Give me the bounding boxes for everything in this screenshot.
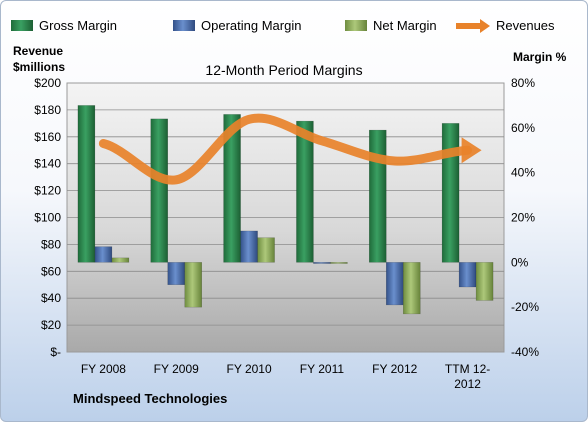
- bar-net-margin: [330, 262, 348, 264]
- right-tick-label: 0%: [511, 255, 529, 269]
- left-tick-label: $80: [41, 237, 61, 251]
- category-label: FY 2012: [372, 362, 417, 376]
- left-axis-title-line2: $millions: [13, 60, 65, 74]
- left-axis-ticks: $- $20 $40 $60 $80 $100 $120 $140 $160 $180 $200: [34, 76, 61, 359]
- left-tick-label: $140: [34, 157, 61, 171]
- category-labels: FY 2008 FY 2009 FY 2010 FY 2011 FY 2012 TTM 1…: [81, 362, 490, 391]
- right-tick-label: 40%: [511, 166, 535, 180]
- bar-net-margin: [184, 262, 202, 308]
- bar-operating-margin: [240, 230, 258, 263]
- left-tick-label: $120: [34, 184, 61, 198]
- bar-gross-margin: [296, 120, 314, 263]
- bar-operating-margin: [458, 262, 477, 288]
- bar-gross-margin: [223, 114, 241, 263]
- bar-gross-margin: [150, 118, 168, 263]
- right-tick-label: 60%: [511, 121, 535, 135]
- revenue-line: [98, 113, 473, 185]
- revenue-series: [98, 113, 482, 185]
- right-tick-label: -40%: [511, 345, 539, 359]
- left-tick-label: $180: [34, 103, 61, 117]
- company-name: Mindspeed Technologies: [73, 391, 227, 406]
- right-axis-ticks: -40% -20% 0% 20% 40% 60% 80%: [511, 76, 539, 359]
- left-tick-label: $20: [41, 318, 61, 332]
- revenue-arrowhead: [461, 137, 482, 164]
- left-tick-label: $60: [41, 264, 61, 278]
- gridlines: [67, 109, 504, 326]
- legend-label: Revenues: [496, 18, 555, 33]
- legend-label: Gross Margin: [39, 18, 117, 33]
- legend-item-revenues: Revenues: [456, 18, 555, 33]
- left-tick-label: $40: [41, 291, 61, 305]
- legend-item-operating-margin: Operating Margin: [173, 18, 301, 33]
- left-axis-title-line1: Revenue: [13, 44, 63, 58]
- legend-label: Net Margin: [373, 18, 437, 33]
- bar-operating-margin: [386, 262, 404, 306]
- bar-operating-margin: [94, 246, 113, 263]
- legend-swatch: [11, 20, 33, 31]
- left-tick-label: $160: [34, 130, 61, 144]
- legend-swatch: [345, 20, 367, 31]
- legend-swatch-arrow: [480, 19, 490, 33]
- legend-item-net-margin: Net Margin: [345, 18, 437, 33]
- category-label: FY 2008: [81, 362, 126, 376]
- legend-label: Operating Margin: [201, 18, 301, 33]
- right-tick-label: -20%: [511, 300, 539, 314]
- bar-gross-margin: [77, 105, 96, 263]
- left-tick-label: $-: [50, 345, 61, 359]
- right-axis-title: Margin %: [513, 50, 567, 64]
- category-label: TTM 12-2012: [445, 362, 490, 391]
- bar-gross-margin: [441, 123, 460, 263]
- bar-series: [77, 105, 494, 315]
- bar-gross-margin: [369, 129, 387, 263]
- bar-net-margin: [475, 262, 494, 301]
- chart-title: 12-Month Period Margins: [205, 62, 362, 78]
- category-label: FY 2010: [227, 362, 272, 376]
- bar-operating-margin: [313, 262, 331, 264]
- category-label: FY 2009: [154, 362, 199, 376]
- chart-legend: Gross Margin Operating Margin Net Margin Re…: [11, 18, 555, 33]
- bar-net-margin: [111, 257, 130, 263]
- category-label: FY 2011: [300, 362, 345, 376]
- right-tick-label: 80%: [511, 76, 535, 90]
- legend-swatch: [173, 20, 195, 31]
- left-tick-label: $100: [34, 211, 61, 225]
- right-tick-label: 20%: [511, 211, 535, 225]
- left-tick-label: $200: [34, 76, 61, 90]
- bar-net-margin: [403, 262, 421, 315]
- bar-operating-margin: [167, 262, 185, 286]
- legend-item-gross-margin: Gross Margin: [11, 18, 117, 33]
- bar-net-margin: [257, 237, 275, 263]
